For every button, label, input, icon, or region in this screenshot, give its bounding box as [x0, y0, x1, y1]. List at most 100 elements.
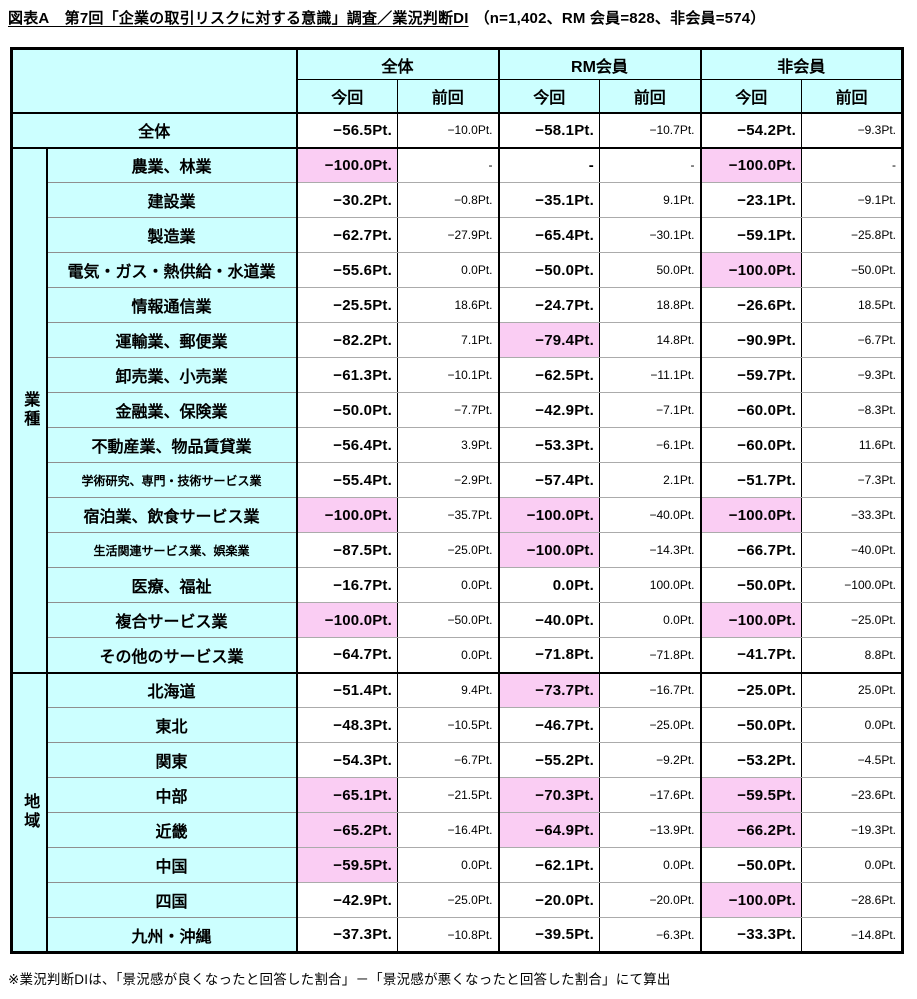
di-value-cell-highlighted: −65.2Pt.: [295, 812, 398, 848]
row-label: 北海道: [46, 671, 298, 708]
di-value-cell: 0.0Pt.: [599, 847, 701, 883]
di-value-cell: −25.0Pt.: [699, 671, 802, 708]
table-row: 情報通信業 −25.5Pt. 18.6Pt. −24.7Pt. 18.8Pt. −26.6…: [12, 287, 903, 323]
di-value-cell: 100.0Pt.: [599, 567, 701, 603]
di-value-cell: −4.5Pt.: [801, 742, 903, 778]
di-value-cell: −7.7Pt.: [397, 392, 499, 428]
di-value-cell: −40.0Pt.: [599, 497, 701, 533]
column-group-overall: 全体: [295, 48, 499, 80]
row-label: 電気・ガス・熱供給・水道業: [46, 252, 298, 288]
row-label: 全体: [11, 111, 298, 148]
di-value-cell: −50.0Pt.: [397, 602, 499, 638]
di-value-cell: −64.7Pt.: [295, 637, 398, 673]
table-row: 関東 −54.3Pt. −6.7Pt. −55.2Pt. −9.2Pt. −53.2Pt.…: [12, 742, 903, 778]
row-label: 情報通信業: [46, 287, 298, 323]
di-value-cell: −25.0Pt.: [801, 602, 903, 638]
row-label: 卸売業、小売業: [46, 357, 298, 393]
row-label: 製造業: [46, 217, 298, 253]
di-value-cell: -: [599, 146, 701, 183]
row-label: 複合サービス業: [46, 602, 298, 638]
footnote: ※業況判断DIは、「景況感が良くなったと回答した割合」－「景況感が悪くなったと回…: [8, 972, 671, 987]
di-value-cell: −25.0Pt.: [397, 532, 499, 568]
di-value-cell: −25.0Pt.: [397, 882, 499, 918]
column-group-rm-members: RM会員: [497, 48, 701, 80]
table-row: 四国 −42.9Pt. −25.0Pt. −20.0Pt. −20.0Pt. −100.0…: [12, 882, 903, 918]
table-row: 不動産業、物品賃貸業 −56.4Pt. 3.9Pt. −53.3Pt. −6.1Pt. −…: [12, 427, 903, 463]
di-value-cell: −14.8Pt.: [801, 917, 903, 953]
di-value-cell: −61.3Pt.: [295, 357, 398, 393]
di-value-cell: −19.3Pt.: [801, 812, 903, 848]
di-value-cell: -: [497, 146, 600, 183]
row-label: 東北: [46, 707, 298, 743]
di-value-cell: 2.1Pt.: [599, 462, 701, 498]
di-value-cell: −13.9Pt.: [599, 812, 701, 848]
di-value-cell: −90.9Pt.: [699, 322, 802, 358]
di-value-cell: −65.4Pt.: [497, 217, 600, 253]
table-row: 電気・ガス・熱供給・水道業 −55.6Pt. 0.0Pt. −50.0Pt. 50.0P…: [12, 252, 903, 288]
di-value-cell: −6.7Pt.: [397, 742, 499, 778]
table-row: 建設業 −30.2Pt. −0.8Pt. −35.1Pt. 9.1Pt. −23.1Pt.…: [12, 182, 903, 218]
table-row: 製造業 −62.7Pt. −27.9Pt. −65.4Pt. −30.1Pt. −59.1…: [12, 217, 903, 253]
di-value-cell: −33.3Pt.: [801, 497, 903, 533]
di-value-cell: 18.8Pt.: [599, 287, 701, 323]
di-value-cell: −14.3Pt.: [599, 532, 701, 568]
di-value-cell-highlighted: −73.7Pt.: [497, 671, 600, 708]
di-value-cell-highlighted: −100.0Pt.: [295, 602, 398, 638]
table-row: 金融業、保険業 −50.0Pt. −7.7Pt. −42.9Pt. −7.1Pt. −60…: [12, 392, 903, 428]
figure-title-text: 図表А 第7回「企業の取引リスクに対する意識」調査／業況判断DI: [8, 10, 469, 27]
di-value-cell: −7.1Pt.: [599, 392, 701, 428]
di-value-cell: −26.6Pt.: [699, 287, 802, 323]
row-label: 四国: [46, 882, 298, 918]
row-label: その他のサービス業: [46, 637, 298, 673]
row-label: 運輸業、郵便業: [46, 322, 298, 358]
di-value-cell: 0.0Pt.: [801, 847, 903, 883]
table-row: 宿泊業、飲食サービス業 −100.0Pt. −35.7Pt. −100.0Pt. −40…: [12, 497, 903, 533]
di-value-cell: −39.5Pt.: [497, 917, 600, 953]
figure-title: 図表А 第7回「企業の取引リスクに対する意識」調査／業況判断DI （n=1,402…: [8, 7, 766, 28]
di-value-cell: −16.7Pt.: [599, 671, 701, 708]
di-value-cell: 0.0Pt.: [497, 567, 600, 603]
di-value-cell: 14.8Pt.: [599, 322, 701, 358]
di-value-cell: 0.0Pt.: [397, 252, 499, 288]
di-value-cell: −21.5Pt.: [397, 777, 499, 813]
di-value-cell: −62.7Pt.: [295, 217, 398, 253]
di-value-cell-highlighted: −64.9Pt.: [497, 812, 600, 848]
di-value-cell: 25.0Pt.: [801, 671, 903, 708]
di-value-cell: −6.7Pt.: [801, 322, 903, 358]
di-value-cell: −25.5Pt.: [295, 287, 398, 323]
corner-header-cell: [11, 48, 298, 114]
di-value-cell: −10.8Pt.: [397, 917, 499, 953]
row-label: 関東: [46, 742, 298, 778]
table-row: 業種 農業、林業 −100.0Pt. - - - −100.0Pt. -: [10, 146, 903, 673]
di-value-cell: −9.2Pt.: [599, 742, 701, 778]
di-value-cell: −50.0Pt.: [801, 252, 903, 288]
di-value-cell: 7.1Pt.: [397, 322, 499, 358]
di-value-cell: −9.3Pt.: [801, 357, 903, 393]
di-value-cell-highlighted: −100.0Pt.: [497, 497, 600, 533]
di-value-cell: −46.7Pt.: [497, 707, 600, 743]
di-value-cell: −53.3Pt.: [497, 427, 600, 463]
di-value-cell-highlighted: −70.3Pt.: [497, 777, 600, 813]
di-value-cell: −55.6Pt.: [295, 252, 398, 288]
di-value-cell: −54.3Pt.: [295, 742, 398, 778]
di-value-cell: 9.4Pt.: [397, 671, 499, 708]
di-value-cell: −71.8Pt.: [599, 637, 701, 673]
di-value-cell: −24.7Pt.: [497, 287, 600, 323]
di-value-cell: −10.7Pt.: [599, 111, 701, 148]
row-label: 学術研究、専門・技術サービス業: [46, 462, 298, 498]
di-value-cell: 9.1Pt.: [599, 182, 701, 218]
table-row: 卸売業、小売業 −61.3Pt. −10.1Pt. −62.5Pt. −11.1Pt. −…: [12, 357, 903, 393]
di-value-cell: −23.6Pt.: [801, 777, 903, 813]
di-value-cell: −56.4Pt.: [295, 427, 398, 463]
di-value-cell: −60.0Pt.: [699, 392, 802, 428]
row-label: 農業、林業: [46, 146, 298, 183]
row-label: 宿泊業、飲食サービス業: [46, 497, 298, 533]
di-value-cell: −51.4Pt.: [295, 671, 398, 708]
table-row: その他のサービス業 −64.7Pt. 0.0Pt. −71.8Pt. −71.8Pt. −…: [12, 637, 903, 673]
di-value-cell: −42.9Pt.: [295, 882, 398, 918]
di-value-cell: −16.7Pt.: [295, 567, 398, 603]
di-value-cell-highlighted: −100.0Pt.: [497, 532, 600, 568]
di-value-cell: −59.1Pt.: [699, 217, 802, 253]
di-value-cell: −66.7Pt.: [699, 532, 802, 568]
table-row: 近畿 −65.2Pt. −16.4Pt. −64.9Pt. −13.9Pt. −66.2P…: [12, 812, 903, 848]
